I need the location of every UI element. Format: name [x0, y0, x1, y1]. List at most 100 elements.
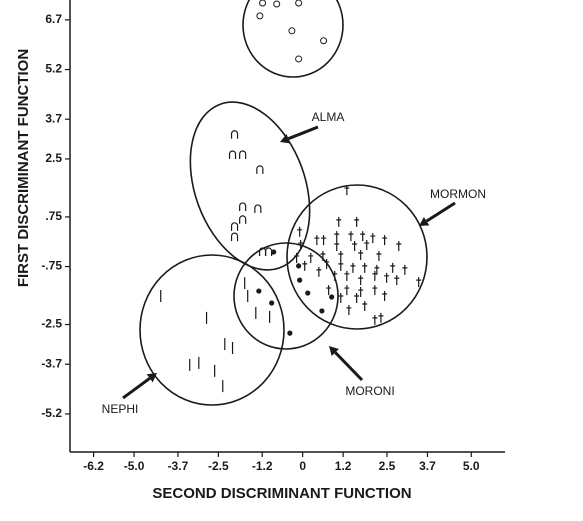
point	[297, 226, 303, 237]
arrow-head	[146, 373, 157, 383]
point	[256, 288, 262, 294]
series-label: ALMA	[312, 110, 345, 124]
point	[297, 277, 303, 283]
y-tick-label: .75	[45, 209, 62, 223]
arrow-shaft	[334, 351, 364, 382]
point	[256, 165, 264, 174]
point	[370, 233, 376, 244]
point	[319, 308, 325, 314]
point	[298, 240, 304, 251]
group-ellipse	[242, 0, 344, 78]
point	[314, 235, 320, 246]
point	[329, 294, 335, 300]
arrow-head	[419, 216, 430, 226]
y-tick-label: -.75	[41, 259, 62, 273]
point	[295, 0, 303, 7]
point	[308, 252, 314, 263]
x-tick-label: -5.0	[124, 459, 145, 473]
x-tick-label: 1.2	[335, 459, 352, 473]
point	[344, 185, 350, 196]
y-tick-label: -2.5	[41, 317, 62, 331]
point	[305, 290, 311, 296]
point	[324, 258, 330, 269]
point	[239, 150, 247, 159]
point	[344, 270, 350, 281]
point	[390, 262, 396, 273]
point	[378, 312, 384, 323]
point	[338, 260, 344, 271]
x-axis-title: SECOND DISCRIMINANT FUNCTION	[152, 485, 411, 502]
arrow-shaft	[425, 201, 456, 223]
point	[320, 250, 326, 261]
x-tick-label: -2.5	[208, 459, 229, 473]
x-tick-label: 2.5	[379, 459, 396, 473]
point	[332, 270, 338, 281]
group-ellipse	[233, 242, 339, 350]
point	[394, 275, 400, 286]
point	[338, 293, 344, 304]
point	[230, 222, 239, 231]
group-ellipse	[286, 184, 428, 330]
point	[228, 150, 237, 159]
series-label: MORMON	[430, 187, 486, 201]
point	[376, 250, 382, 261]
arrow-head	[329, 346, 339, 356]
point	[321, 235, 327, 246]
point	[302, 260, 308, 271]
point	[362, 300, 368, 311]
point	[396, 241, 402, 252]
point	[254, 204, 262, 213]
group-ellipse	[139, 254, 285, 406]
point	[288, 27, 296, 35]
point	[269, 300, 275, 306]
y-tick-label: 3.7	[45, 111, 62, 125]
point	[230, 130, 239, 139]
point	[360, 231, 366, 242]
point	[382, 235, 388, 246]
y-tick-label: 5.2	[45, 62, 62, 76]
point	[402, 264, 408, 275]
point	[344, 285, 350, 296]
point	[384, 272, 390, 283]
point	[295, 55, 303, 63]
point	[239, 202, 247, 211]
x-tick-label: 3.7	[419, 459, 436, 473]
y-tick-label: -3.7	[41, 356, 62, 370]
point	[296, 263, 302, 269]
point	[287, 330, 293, 336]
x-tick-label: 5.0	[463, 459, 480, 473]
series-label: MORONI	[345, 384, 394, 398]
point	[316, 266, 322, 277]
y-tick-label: -5.2	[41, 406, 62, 420]
point	[326, 285, 332, 296]
point	[358, 275, 364, 286]
arrow-head	[280, 134, 291, 144]
point	[334, 241, 340, 252]
x-tick-label: -1.2	[252, 459, 273, 473]
point	[372, 285, 378, 296]
point	[416, 277, 422, 288]
point	[256, 12, 264, 20]
point	[364, 240, 370, 251]
point	[362, 262, 368, 273]
arrow-shaft	[287, 125, 319, 141]
point	[354, 293, 360, 304]
point	[273, 0, 281, 8]
point	[352, 241, 358, 252]
point	[239, 215, 247, 224]
point	[346, 304, 352, 315]
point	[259, 0, 267, 7]
point	[354, 216, 360, 227]
point	[230, 232, 239, 242]
x-tick-label: 0	[299, 459, 306, 473]
point	[350, 262, 356, 273]
x-tick-label: -6.2	[83, 459, 104, 473]
group-ellipse	[189, 101, 311, 271]
point	[271, 249, 277, 255]
point	[372, 270, 378, 281]
point	[334, 231, 340, 242]
point	[294, 252, 300, 263]
point	[336, 216, 342, 227]
